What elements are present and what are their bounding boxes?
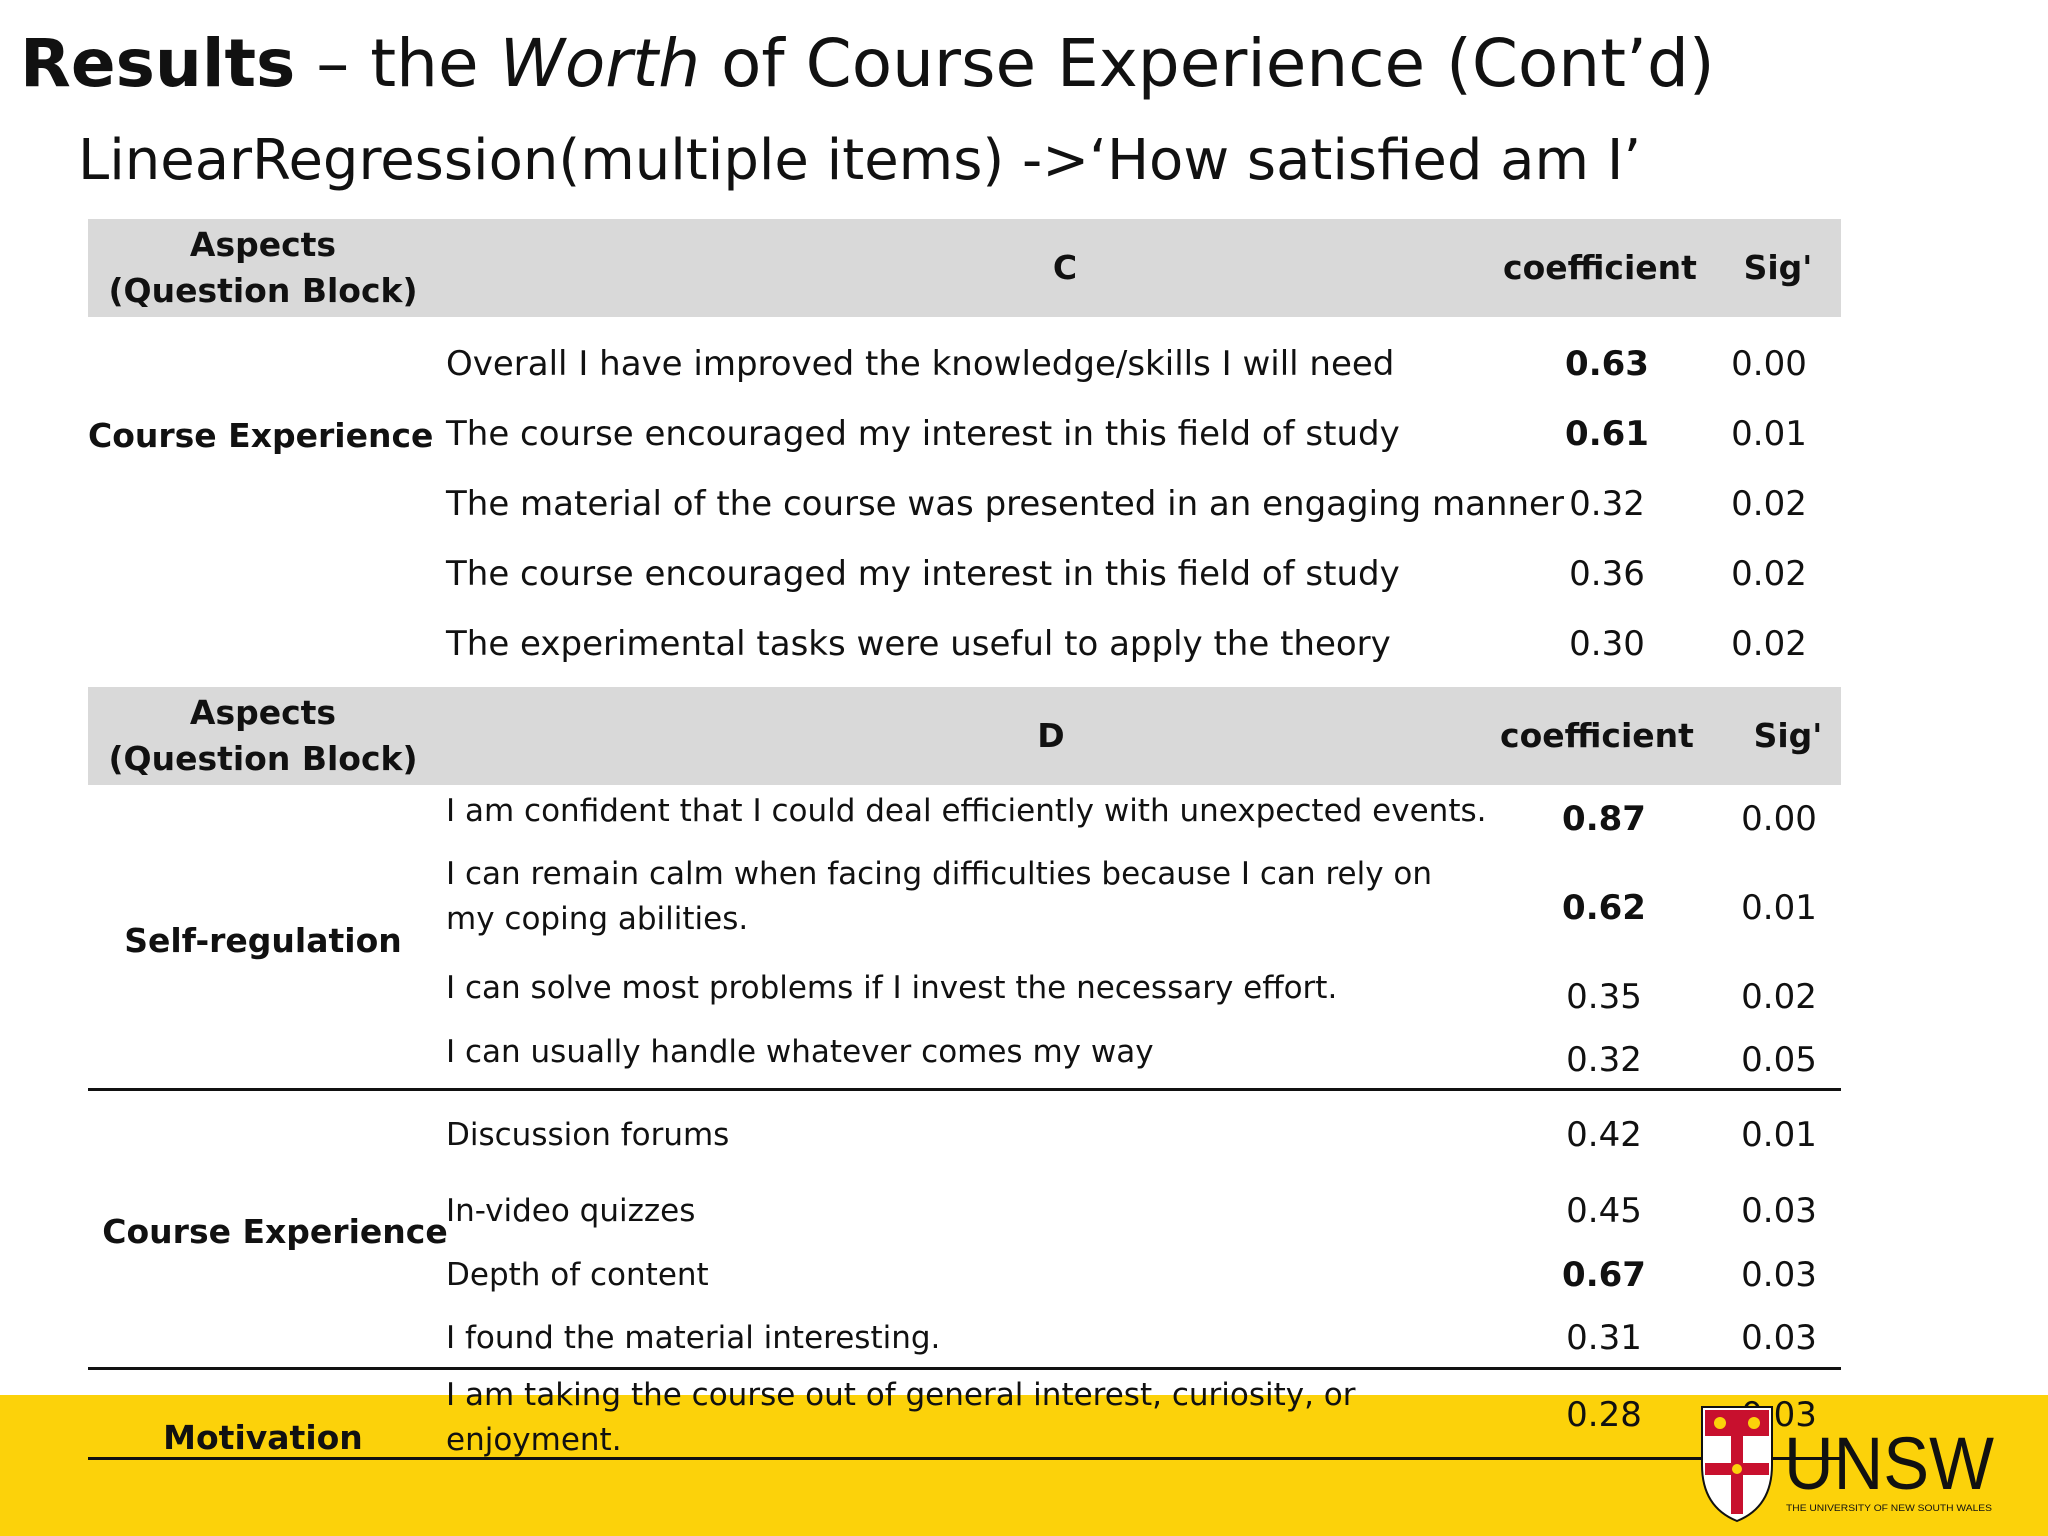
table-divider — [88, 1367, 1841, 1370]
table-row-coefficient: 0.62 — [1562, 888, 1646, 928]
table-row-question: Depth of content — [446, 1256, 709, 1293]
table2-section-self-regulation: Self-regulation — [124, 920, 402, 960]
table-row-sig: 0.01 — [1741, 1115, 1817, 1155]
table-divider — [88, 1088, 1841, 1091]
table2-header-sig: Sig' — [1753, 716, 1823, 755]
table-row-sig: 0.02 — [1731, 484, 1807, 524]
unsw-crest-icon: UNSW THE UNIVERSITY OF NEW SOUTH WALES — [1701, 1406, 1994, 1523]
table-row-sig: 0.01 — [1731, 414, 1807, 454]
table-row-question: I can remain calm when facing difficulti… — [446, 856, 1433, 937]
table2-header-coefficient: coefficient — [1500, 716, 1694, 755]
table-row-sig: 0.02 — [1741, 977, 1817, 1017]
table-row-question: Discussion forums — [446, 1116, 730, 1153]
slide-subtitle: LinearRegression(multiple items) ->‘How … — [78, 128, 1642, 193]
table-row-question: The experimental tasks were useful to ap… — [446, 624, 1391, 664]
title-bold: Results — [20, 25, 296, 102]
title-italic: Worth — [499, 25, 701, 102]
table-row-sig: 0.02 — [1731, 554, 1807, 594]
table2-header-aspects: Aspects (Question Block) — [108, 693, 418, 778]
table-row-coefficient: 0.31 — [1566, 1318, 1642, 1358]
unsw-logo: UNSW THE UNIVERSITY OF NEW SOUTH WALES — [1700, 1405, 2000, 1525]
table-row-coefficient: 0.30 — [1569, 624, 1645, 664]
table-row-coefficient: 0.32 — [1566, 1040, 1642, 1080]
table-row-coefficient: 0.61 — [1565, 414, 1649, 454]
table1-header-aspects: Aspects (Question Block) — [108, 225, 418, 310]
table1-header-coefficient: coefficient — [1503, 248, 1697, 287]
table-row-question: Overall I have improved the knowledge/sk… — [446, 344, 1395, 384]
table-row-sig: 0.03 — [1741, 1255, 1817, 1295]
table2-header-block: D — [1037, 716, 1065, 755]
table-row-sig: 0.03 — [1741, 1318, 1817, 1358]
table-row-coefficient: 0.32 — [1569, 484, 1645, 524]
table-row-coefficient: 0.42 — [1566, 1115, 1642, 1155]
table1-header-block: C — [1052, 248, 1078, 287]
table-row-question: The course encouraged my interest in thi… — [446, 554, 1400, 594]
table2-section-course-experience: Course Experience — [102, 1211, 448, 1251]
table2-header: Aspects (Question Block) D coefficient S… — [88, 687, 1841, 785]
table-row-coefficient: 0.63 — [1565, 344, 1649, 384]
table-row-coefficient: 0.28 — [1566, 1395, 1642, 1435]
table-row-question: In-video quizzes — [446, 1192, 696, 1229]
title-part1: – the — [295, 25, 500, 102]
table1-header: Aspects (Question Block) C coefficient S… — [88, 219, 1841, 317]
title-part2: of Course Experience (Cont’d) — [700, 25, 1715, 102]
table2-section-motivation: Motivation — [163, 1417, 363, 1457]
table-row-question: I can solve most problems if I invest th… — [446, 969, 1338, 1006]
table-row-question: I am confident that I could deal efficie… — [446, 792, 1487, 829]
table1-header-sig: Sig' — [1743, 248, 1813, 287]
table-row-sig: 0.00 — [1741, 799, 1817, 839]
table-row-sig: 0.02 — [1731, 624, 1807, 664]
table-row-coefficient: 0.87 — [1562, 799, 1646, 839]
table-row-coefficient: 0.36 — [1569, 554, 1645, 594]
slide-title: Results – the Worth of Course Experience… — [20, 22, 1715, 106]
table-divider — [88, 1457, 1841, 1460]
table-row-coefficient: 0.35 — [1566, 977, 1642, 1017]
table-row-question: The course encouraged my interest in thi… — [446, 414, 1400, 454]
table-row-question: I found the material interesting. — [446, 1319, 941, 1356]
table-row-question: The material of the course was presented… — [446, 484, 1564, 524]
logo-tagline: THE UNIVERSITY OF NEW SOUTH WALES — [1786, 1503, 1992, 1513]
table1-section-course-experience: Course Experience — [88, 415, 434, 455]
table-row-sig: 0.01 — [1741, 888, 1817, 928]
table-row-question: I am taking the course out of general in… — [446, 1377, 1356, 1458]
table-row-coefficient: 0.45 — [1566, 1191, 1642, 1231]
table-row-sig: 0.05 — [1741, 1040, 1817, 1080]
table-row-question: I can usually handle whatever comes my w… — [446, 1033, 1154, 1070]
table-row-sig: 0.03 — [1741, 1191, 1817, 1231]
table-row-sig: 0.00 — [1731, 344, 1807, 384]
logo-wordmark: UNSW — [1784, 1422, 1994, 1505]
table-row-coefficient: 0.67 — [1562, 1255, 1646, 1295]
